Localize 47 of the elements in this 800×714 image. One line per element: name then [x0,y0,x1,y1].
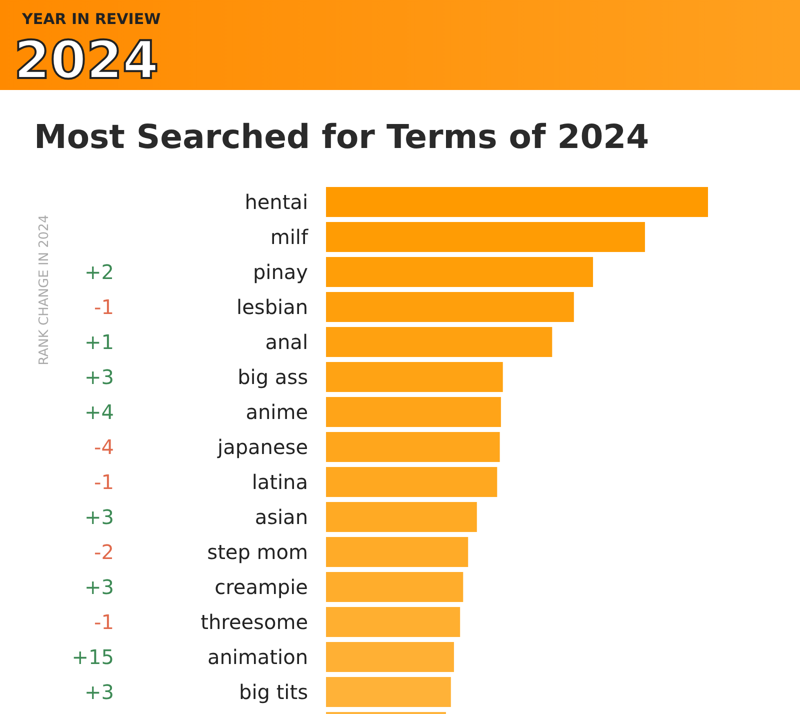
y-tick-label: pinay [252,260,308,284]
text: +1 [84,330,114,354]
y-tick-label: lesbian [236,295,308,319]
text: -1 [94,610,114,634]
bar [326,362,503,392]
text: -1 [94,470,114,494]
bar [326,642,454,672]
bar [326,572,464,602]
text: +2 [84,260,114,284]
y-tick-label: latina [252,470,308,494]
bar [326,537,468,567]
y-tick-label: anal [265,330,308,354]
text: 2024 [14,31,159,91]
y-tick-label: anime [246,400,308,424]
bar [326,677,451,707]
text: +3 [84,680,114,704]
y-tick-label: creampie [214,575,308,599]
y-tick-label: japanese [216,435,308,459]
y-tick-label: big tits [239,680,308,704]
y-tick-label: animation [207,645,308,669]
text: -1 [94,295,114,319]
bar [326,502,477,532]
text: +3 [84,365,114,389]
bar [326,467,498,497]
y-tick-label: big ass [238,365,308,389]
chart-title: Most Searched for Terms of 2024 [34,117,650,156]
text: YEAR IN REVIEW [21,10,162,28]
y-tick-label: step mom [207,540,308,564]
bar [326,222,645,252]
y-tick-label: milf [270,225,309,249]
y-tick-label: asian [254,505,308,529]
bar [326,607,460,637]
text: +3 [84,505,114,529]
y-tick-label: hentai [244,190,308,214]
bar [326,432,500,462]
text: +4 [84,400,114,424]
bar [326,397,501,427]
y-tick-label: threesome [200,610,308,634]
bar [326,187,708,217]
text: -4 [94,435,114,459]
text: +15 [72,645,114,669]
bar [326,327,552,357]
text: RANK CHANGE IN 2024 [37,214,52,366]
text: -2 [94,540,114,564]
bar [326,257,594,287]
bar [326,292,574,322]
text: +3 [84,575,114,599]
